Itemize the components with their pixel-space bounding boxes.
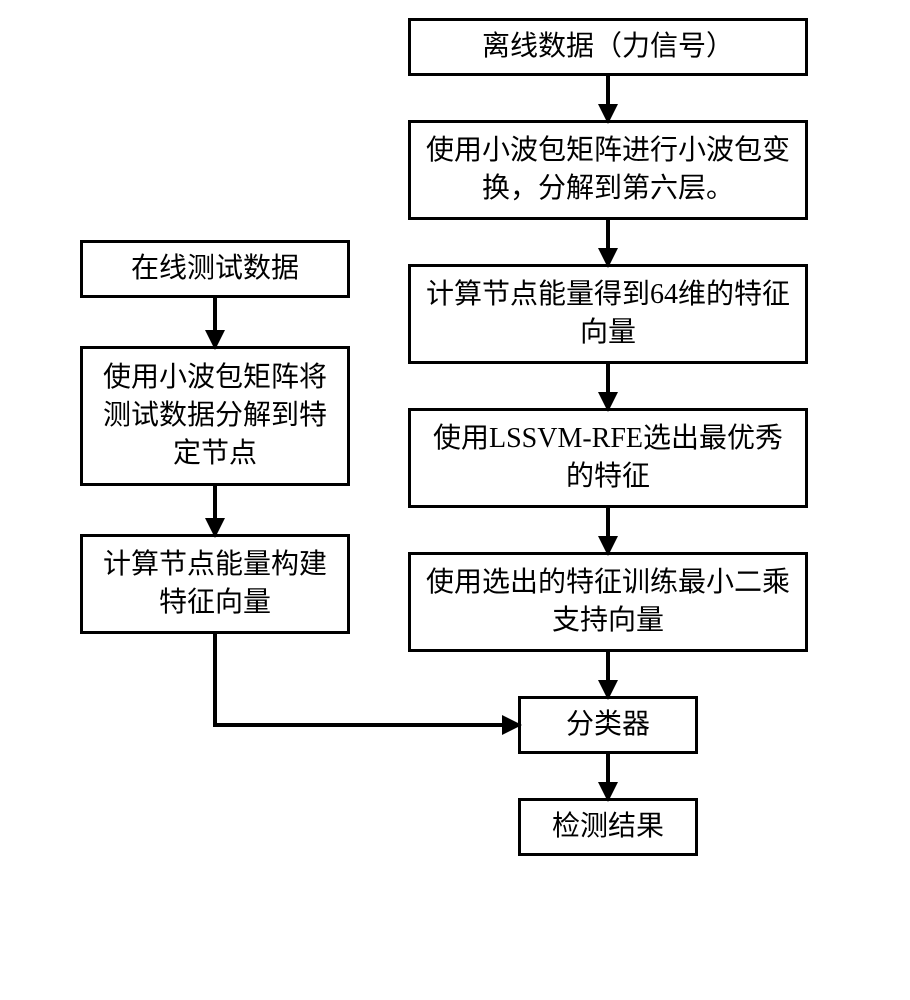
node-lssvm-rfe: 使用LSSVM-RFE选出最优秀的特征	[408, 408, 808, 508]
node-label: 在线测试数据	[131, 250, 299, 288]
node-label: 使用LSSVM-RFE选出最优秀的特征	[421, 420, 795, 496]
node-label: 离线数据（力信号）	[482, 28, 734, 66]
node-classifier: 分类器	[518, 696, 698, 754]
node-online-test-data: 在线测试数据	[80, 240, 350, 298]
node-train-lssvm: 使用选出的特征训练最小二乘支持向量	[408, 552, 808, 652]
node-test-decompose: 使用小波包矩阵将测试数据分解到特定节点	[80, 346, 350, 486]
node-result: 检测结果	[518, 798, 698, 856]
node-label: 检测结果	[552, 808, 664, 846]
node-label: 分类器	[566, 706, 650, 744]
node-label: 计算节点能量得到64维的特征向量	[421, 276, 795, 352]
node-label: 计算节点能量构建特征向量	[93, 546, 337, 622]
node-64d-feature: 计算节点能量得到64维的特征向量	[408, 264, 808, 364]
node-label: 使用小波包矩阵将测试数据分解到特定节点	[93, 359, 337, 472]
node-label: 使用小波包矩阵进行小波包变换，分解到第六层。	[421, 132, 795, 208]
node-test-feature: 计算节点能量构建特征向量	[80, 534, 350, 634]
node-offline-data: 离线数据（力信号）	[408, 18, 808, 76]
node-wavelet-transform: 使用小波包矩阵进行小波包变换，分解到第六层。	[408, 120, 808, 220]
node-label: 使用选出的特征训练最小二乘支持向量	[421, 564, 795, 640]
